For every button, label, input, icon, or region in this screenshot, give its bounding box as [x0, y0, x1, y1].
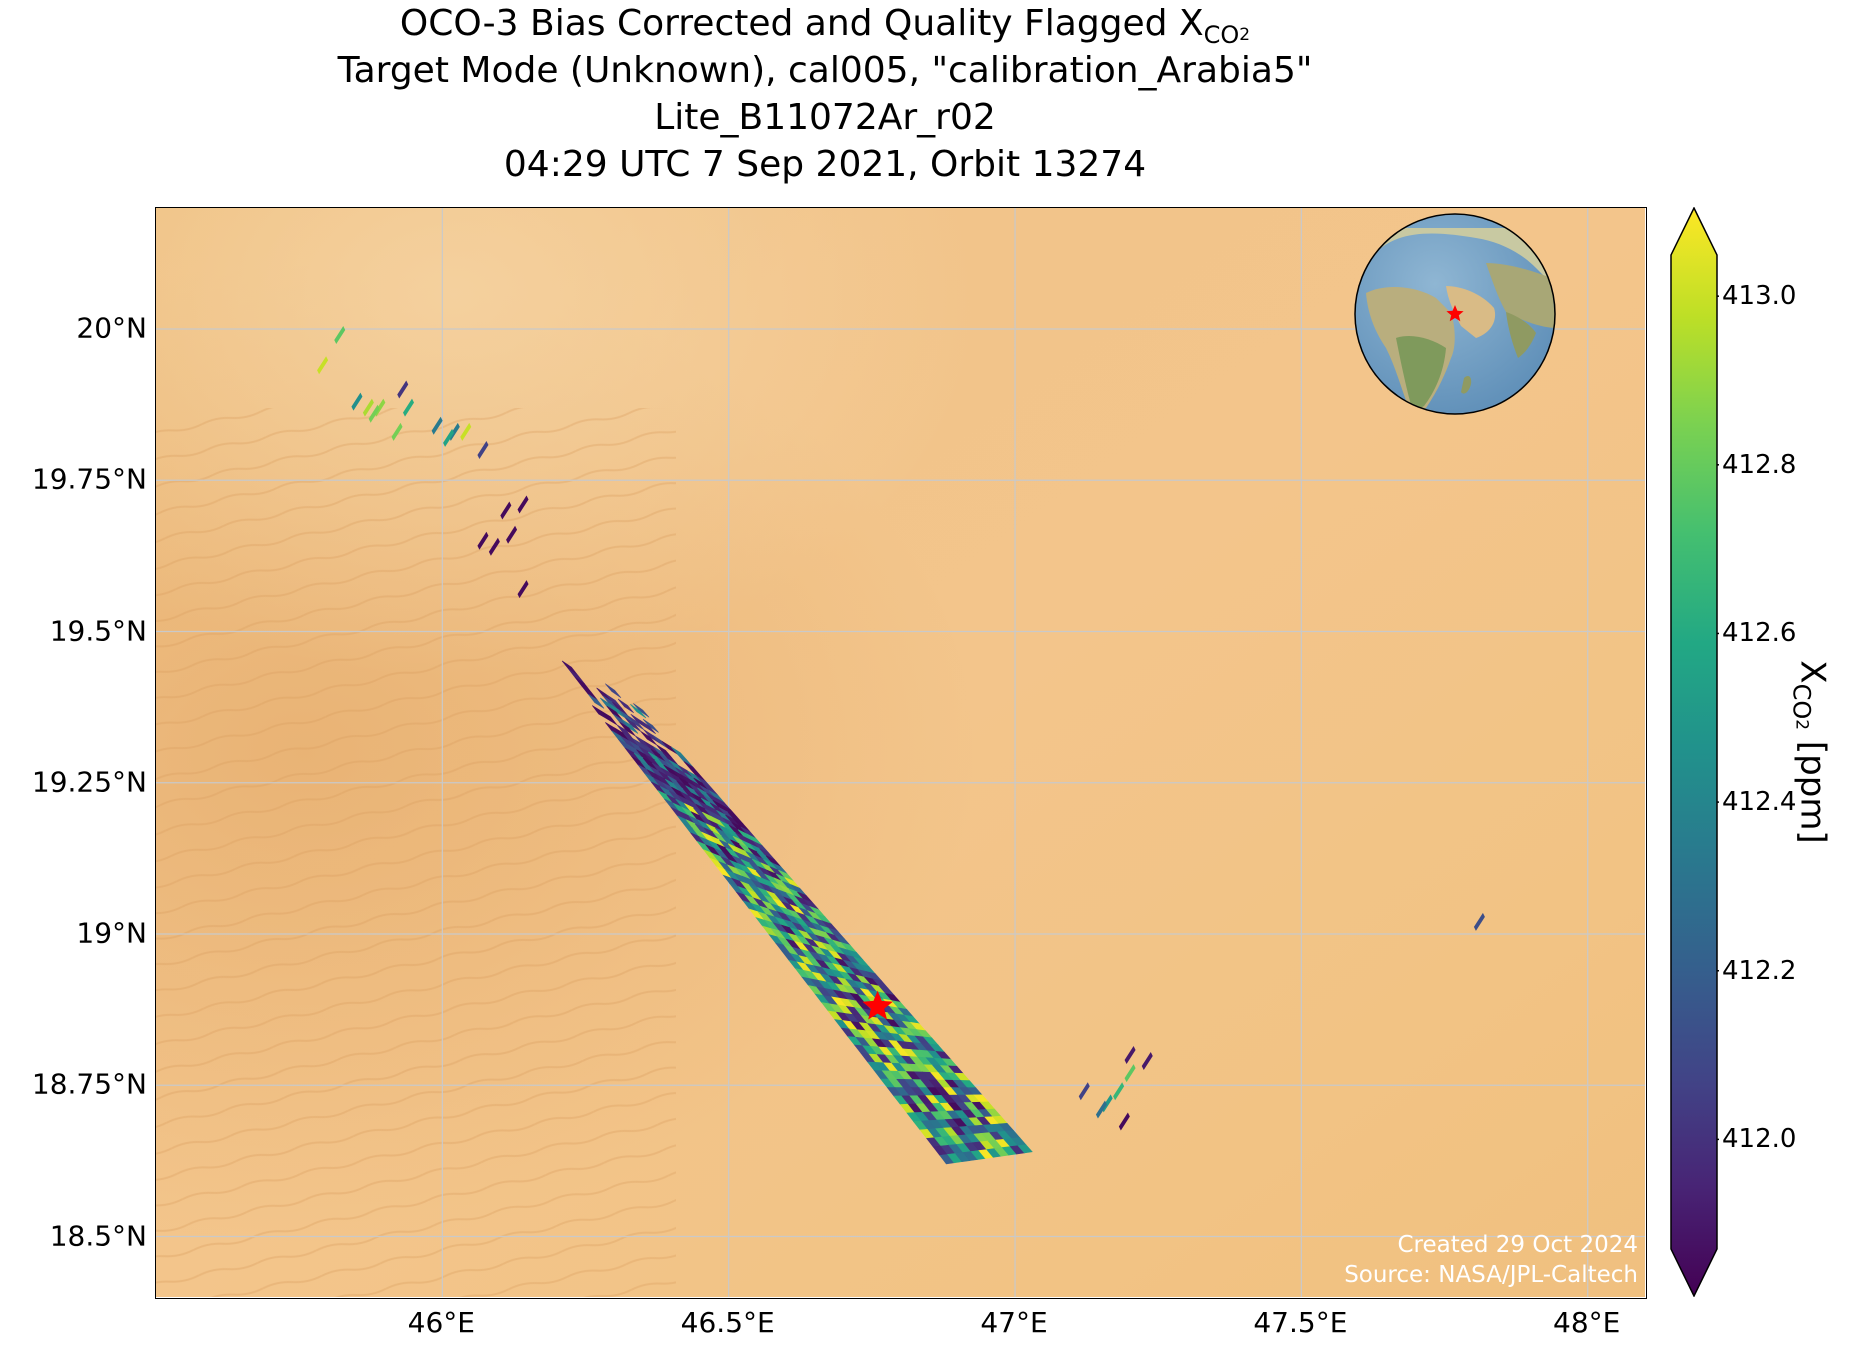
isolated-sounding — [506, 525, 518, 544]
y-tick-label: 18.75°N — [31, 1067, 147, 1101]
isolated-sounding — [1078, 1082, 1090, 1101]
isolated-sounding — [477, 531, 489, 550]
isolated-sounding — [334, 326, 346, 345]
isolated-sounding — [517, 580, 529, 599]
colorbar-tick-label: 412.8 — [1722, 449, 1797, 480]
sounding-cell — [642, 718, 659, 733]
isolated-sounding — [517, 495, 529, 514]
title-line-2: Target Mode (Unknown), cal005, "calibrat… — [337, 50, 1313, 91]
x-tick-label: 46.5°E — [680, 1306, 775, 1339]
colorbar-tick-label: 413.0 — [1722, 281, 1797, 312]
isolated-sounding — [460, 422, 472, 441]
isolated-sounding — [1473, 912, 1485, 931]
isolated-sounding — [368, 404, 380, 423]
isolated-sounding — [477, 441, 489, 459]
sounding-cell — [617, 698, 634, 714]
gridlines — [156, 208, 1645, 1297]
isolated-sounding — [391, 422, 403, 441]
isolated-sounding — [1124, 1046, 1136, 1064]
sounding-cell — [1017, 1144, 1033, 1154]
sounding-cell — [633, 703, 650, 718]
isolated-sounding — [362, 398, 374, 417]
title-line-3: Lite_B11072Ar_r02 — [654, 97, 996, 138]
sounding-cell — [630, 704, 647, 719]
isolated-sounding — [431, 416, 443, 435]
colorbar-tick-label: 412.6 — [1722, 618, 1797, 649]
globe-europe — [1356, 228, 1551, 283]
isolated-sounding — [1141, 1052, 1153, 1071]
y-tick-label: 19.25°N — [31, 765, 147, 799]
colorbar-body — [1670, 207, 1718, 1297]
globe-asia — [1486, 263, 1555, 328]
y-tick-label: 18.5°N — [49, 1219, 147, 1252]
isolated-sounding — [317, 356, 329, 375]
isolated-sounding — [500, 501, 512, 520]
y-tick-label: 19°N — [76, 916, 147, 950]
isolated-sounding — [1095, 1100, 1107, 1119]
isolated-soundings — [317, 326, 1485, 1131]
globe-target-star — [1446, 305, 1464, 322]
map-panel — [155, 207, 1647, 1299]
globe-africa-green — [1396, 336, 1446, 412]
credit-created: Created 29 Oct 2024 — [1397, 1232, 1638, 1258]
x-tick-label: 48°E — [1553, 1306, 1621, 1339]
y-tick-label: 20°N — [76, 311, 147, 345]
colorbar-tick-label: 412.4 — [1722, 787, 1797, 818]
sounding-cell — [622, 719, 639, 734]
figure-title: OCO-3 Bias Corrected and Quality Flagged… — [155, 0, 1495, 188]
isolated-sounding — [1124, 1064, 1136, 1083]
globe-india — [1506, 312, 1536, 358]
sounding-cell — [605, 683, 622, 699]
target-star-marker — [862, 990, 893, 1020]
x-tick-label: 46°E — [407, 1306, 476, 1339]
title-line-4: 04:29 UTC 7 Sep 2021, Orbit 13274 — [503, 144, 1147, 185]
isolated-sounding — [443, 428, 455, 447]
globe-arabia — [1446, 286, 1496, 338]
inset-globe — [1354, 213, 1556, 415]
colorbar-tick-label: 412.0 — [1722, 1124, 1797, 1155]
xco2-swath — [561, 660, 1033, 1165]
sounding-cell — [588, 694, 605, 709]
colorbar-label: XCO2 [ppm] — [1787, 660, 1833, 844]
y-tick-label: 19.5°N — [49, 614, 147, 647]
colorbar — [1670, 207, 1719, 1297]
title-line-1: OCO-3 Bias Corrected and Quality Flagged… — [399, 3, 1251, 49]
isolated-sounding — [397, 380, 409, 399]
colorbar-tick-marks — [1717, 295, 1719, 1141]
isolated-sounding — [351, 392, 363, 411]
isolated-sounding — [402, 398, 414, 417]
isolated-sounding — [1118, 1112, 1130, 1131]
isolated-sounding — [1113, 1082, 1125, 1101]
credit-source: Source: NASA/JPL-Caltech — [1344, 1262, 1638, 1288]
sounding-cell — [639, 720, 656, 735]
isolated-sounding — [488, 537, 500, 556]
x-tick-label: 47°E — [980, 1306, 1048, 1339]
x-tick-label: 47.5°E — [1253, 1306, 1348, 1339]
map-canvas — [156, 208, 1645, 1297]
y-tick-label: 19.75°N — [31, 462, 147, 496]
dune-texture — [156, 408, 676, 1297]
colorbar-tick-label: 412.2 — [1722, 955, 1797, 986]
globe-madagascar — [1461, 376, 1472, 394]
